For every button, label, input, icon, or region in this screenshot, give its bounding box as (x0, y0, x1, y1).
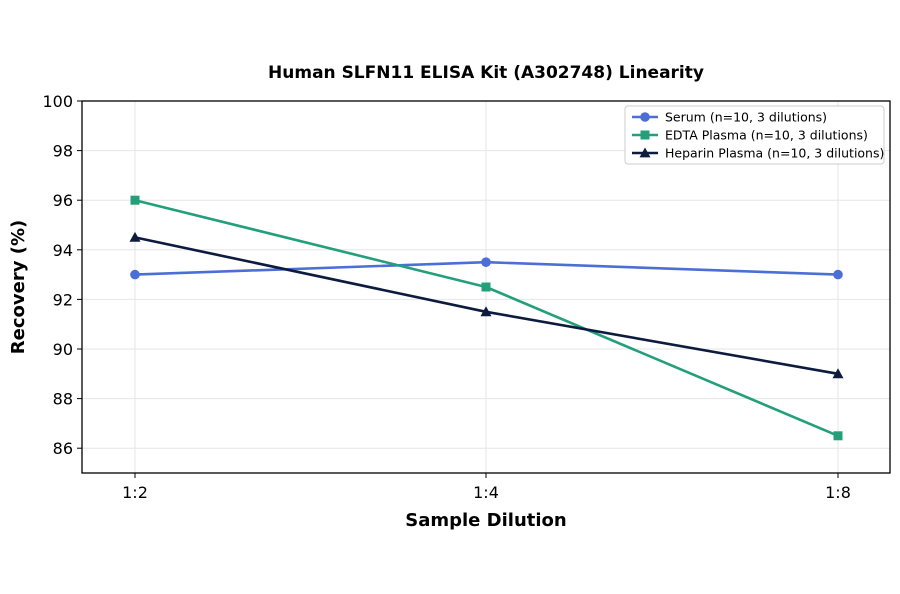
plot-frame (81, 100, 891, 474)
data-point (481, 282, 491, 292)
legend-box (624, 105, 885, 165)
series-2 (130, 195, 843, 441)
x-tick-label: 1:2 (122, 483, 148, 502)
legend-label: Heparin Plasma (n=10, 3 dilutions) (665, 146, 884, 161)
legend-marker (640, 112, 650, 122)
axes: 86 88 90 92 94 96 98 100 1:2 1:4 1:8 (42, 92, 891, 502)
legend-item: Heparin Plasma (n=10, 3 dilutions) (632, 146, 884, 161)
legend-marker (640, 130, 650, 140)
y-tick-label: 90 (53, 340, 73, 359)
y-tick-label: 96 (53, 191, 73, 210)
data-point (833, 431, 843, 441)
series-1 (130, 257, 843, 280)
legend-label: EDTA Plasma (n=10, 3 dilutions) (665, 128, 868, 143)
data-point (832, 368, 844, 379)
y-tick-label: 100 (42, 92, 73, 111)
legend-label: Serum (n=10, 3 dilutions) (665, 110, 827, 125)
data-point (130, 195, 140, 205)
chart-title: Human SLFN11 ELISA Kit (A302748) Lineari… (268, 63, 704, 83)
x-axis-label: Sample Dilution (405, 510, 566, 531)
legend-item: Serum (n=10, 3 dilutions) (632, 110, 827, 125)
y-tick-label: 94 (53, 241, 73, 260)
series-layer (129, 195, 844, 441)
data-point (129, 231, 141, 242)
y-tick-label: 86 (53, 439, 73, 458)
y-axis-label: Recovery (%) (8, 220, 29, 354)
legend: Serum (n=10, 3 dilutions) EDTA Plasma (n=… (624, 105, 885, 165)
data-point (480, 306, 492, 317)
x-tick-label: 1:8 (825, 483, 851, 502)
y-tick-label: 92 (53, 290, 73, 309)
data-point (833, 269, 843, 280)
x-tick-label: 1:4 (473, 483, 499, 502)
y-tick-label: 98 (53, 142, 73, 161)
data-point (481, 257, 491, 268)
legend-item: EDTA Plasma (n=10, 3 dilutions) (632, 128, 868, 143)
data-point (130, 269, 140, 280)
y-tick-label: 88 (53, 390, 73, 409)
legend-marker (639, 147, 651, 158)
series-3 (129, 231, 844, 379)
